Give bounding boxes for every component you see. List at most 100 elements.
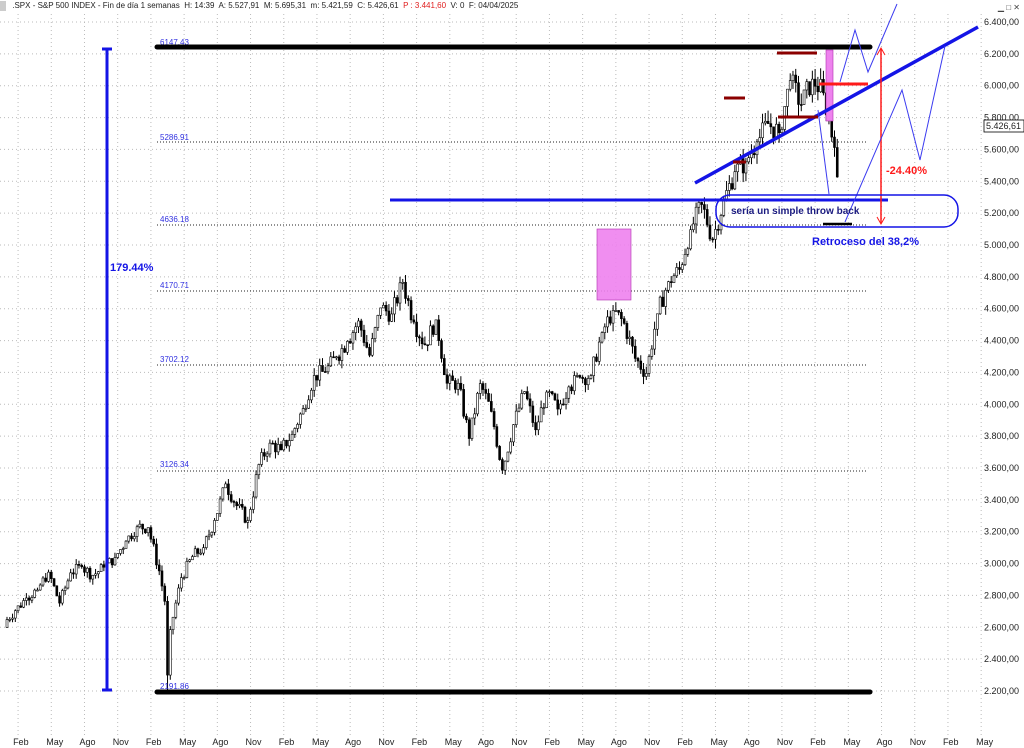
candle-body <box>116 553 119 558</box>
candle-body <box>570 386 573 392</box>
annotations: 6147.43 5286.91 4636.18 4170.71 3702.12 … <box>102 3 1024 695</box>
close-icon[interactable]: ✕ <box>1013 3 1020 12</box>
candle-body <box>644 373 648 377</box>
candles <box>5 68 839 693</box>
candle-body <box>146 527 150 534</box>
candle-body <box>268 442 272 455</box>
y-tick-label: 5.400,00 <box>984 176 1019 186</box>
candle-body <box>542 407 546 409</box>
x-tick-label: May <box>312 737 330 747</box>
candle-body <box>326 365 330 373</box>
candle-body <box>5 619 9 628</box>
candle-body <box>747 157 750 163</box>
candle-body <box>149 527 153 540</box>
candle-body <box>332 356 335 359</box>
candle-body <box>548 391 551 393</box>
candle-body <box>788 80 792 90</box>
x-tick-label: Ago <box>744 737 760 747</box>
candle-body <box>218 498 222 514</box>
candle-body <box>368 347 371 356</box>
x-tick-label: Feb <box>677 737 693 747</box>
candle-body <box>658 296 662 315</box>
x-tick-label: Nov <box>644 737 661 747</box>
candle-body <box>689 229 692 250</box>
expand-icon[interactable] <box>0 0 6 11</box>
candle-body <box>144 528 147 534</box>
candle-body <box>752 153 756 156</box>
candle-body <box>110 558 114 566</box>
candle-body <box>819 79 822 93</box>
candle-body <box>74 563 78 575</box>
projection-path <box>844 45 946 223</box>
candle-body <box>517 407 521 412</box>
minimize-icon[interactable]: ▁ <box>997 3 1004 12</box>
y-tick-label: 4.800,00 <box>984 272 1019 282</box>
maximize-icon[interactable]: □ <box>1006 3 1012 12</box>
candle-body <box>692 223 695 231</box>
x-tick-label: Feb <box>146 737 162 747</box>
candle-body <box>180 577 183 589</box>
candle-body <box>495 426 499 447</box>
candle-body <box>307 399 310 409</box>
x-tick-label: May <box>843 737 861 747</box>
candle-body <box>415 321 418 337</box>
candle-body <box>484 389 488 394</box>
candle-body <box>448 375 452 384</box>
candle-body <box>296 424 299 429</box>
high-label: M: 5.695,31 <box>263 1 307 10</box>
candle-body <box>69 572 72 582</box>
candle-body <box>263 452 266 457</box>
x-tick-label: Feb <box>412 737 428 747</box>
rise-pct-label: 179.44% <box>110 262 154 274</box>
trend-line[interactable] <box>694 25 979 185</box>
candle-body <box>525 391 529 400</box>
x-tick-label: Feb <box>810 737 826 747</box>
candle-body <box>733 171 737 190</box>
time-label: H: 14:39 <box>184 1 215 10</box>
candle-body <box>379 307 382 316</box>
candle-body <box>744 161 748 174</box>
candle-body <box>371 338 374 356</box>
y-tick-label: 6.200,00 <box>984 49 1019 59</box>
candle-body <box>119 549 122 554</box>
candle-body <box>213 520 216 533</box>
candle-body <box>271 442 274 445</box>
y-tick-label: 3.200,00 <box>984 527 1019 537</box>
candle-body <box>85 567 89 573</box>
x-tick-label: Nov <box>910 737 927 747</box>
candle-body <box>229 494 233 502</box>
highlight-box <box>596 228 632 301</box>
candle-body <box>91 575 95 580</box>
candle-body <box>404 281 407 299</box>
x-tick-label: Nov <box>511 737 528 747</box>
callout-box[interactable] <box>715 194 959 228</box>
candle-body <box>243 506 247 523</box>
candle-body <box>622 318 626 324</box>
x-tick-label: Ago <box>877 737 893 747</box>
candle-body <box>285 439 288 447</box>
candle-body <box>431 325 435 335</box>
y-tick-label: 5.600,00 <box>984 144 1019 154</box>
candle-body <box>445 374 449 384</box>
candle-body <box>633 345 637 359</box>
candle-body <box>36 589 39 592</box>
candle-body <box>30 597 34 601</box>
candle-body <box>537 421 540 431</box>
candle-body <box>318 365 322 381</box>
candle-body <box>221 487 225 500</box>
candle-body <box>636 358 640 362</box>
candle-body <box>108 558 111 564</box>
candle-body <box>254 474 258 498</box>
candle-body <box>33 589 36 598</box>
candle-body <box>700 202 703 205</box>
x-tick-label: Nov <box>777 737 794 747</box>
low-label: m: 5.421,59 <box>310 1 353 10</box>
candle-body <box>304 407 308 410</box>
candle-body <box>423 343 427 346</box>
candle-body <box>656 313 659 330</box>
candle-body <box>697 202 701 208</box>
candle-body <box>716 229 720 231</box>
projection-path <box>817 109 830 195</box>
candle-body <box>382 305 385 309</box>
